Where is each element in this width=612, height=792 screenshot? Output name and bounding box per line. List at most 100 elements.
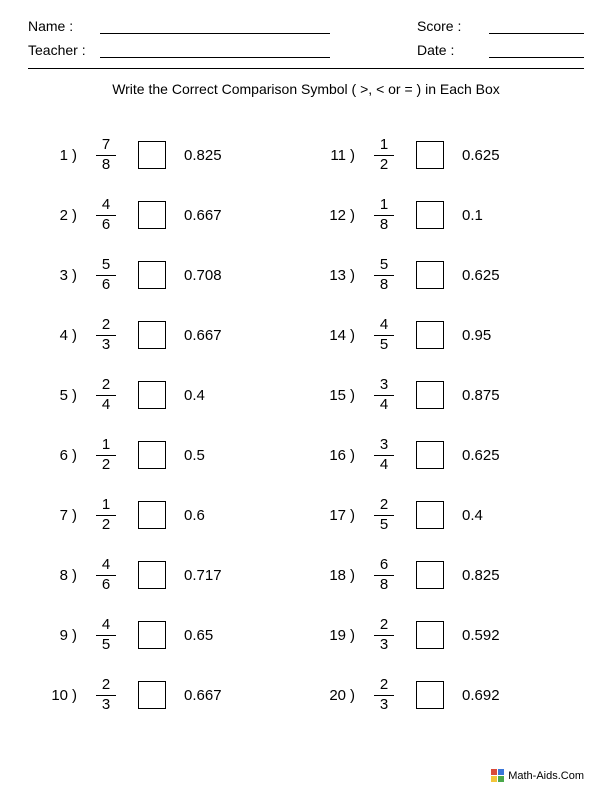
decimal-value: 0.65: [184, 627, 244, 644]
worksheet-page: Name : Score : Teacher : Date : Write th…: [0, 0, 612, 792]
fraction-numerator: 4: [102, 557, 110, 574]
decimal-value: 0.625: [462, 447, 522, 464]
fraction-denominator: 3: [380, 697, 388, 714]
fraction: 34: [370, 437, 398, 473]
teacher-field: Teacher :: [28, 42, 330, 58]
decimal-value: 0.95: [462, 327, 522, 344]
date-input-line[interactable]: [489, 57, 584, 58]
answer-box[interactable]: [138, 141, 166, 169]
problem-paren: ): [350, 567, 364, 584]
answer-box[interactable]: [416, 381, 444, 409]
answer-box[interactable]: [138, 561, 166, 589]
score-input-line[interactable]: [489, 33, 584, 34]
fraction-numerator: 2: [380, 497, 388, 514]
fraction: 46: [92, 557, 120, 593]
problem-number: 4: [28, 327, 72, 344]
problem-paren: ): [72, 687, 86, 704]
answer-box[interactable]: [416, 681, 444, 709]
score-field: Score :: [417, 18, 584, 34]
fraction-denominator: 6: [102, 577, 110, 594]
answer-box[interactable]: [416, 441, 444, 469]
problem-number: 2: [28, 207, 72, 224]
fraction-numerator: 2: [102, 677, 110, 694]
fraction-denominator: 4: [380, 397, 388, 414]
decimal-value: 0.667: [184, 327, 244, 344]
fraction-denominator: 5: [380, 337, 388, 354]
answer-box[interactable]: [416, 261, 444, 289]
problem-number: 16: [306, 447, 350, 464]
problem-row: 13)580.625: [306, 245, 584, 305]
decimal-value: 0.667: [184, 207, 244, 224]
fraction: 23: [92, 677, 120, 713]
fraction: 18: [370, 197, 398, 233]
problem-paren: ): [72, 207, 86, 224]
fraction-denominator: 6: [102, 277, 110, 294]
problem-row: 15)340.875: [306, 365, 584, 425]
answer-box[interactable]: [416, 501, 444, 529]
fraction-denominator: 5: [102, 637, 110, 654]
decimal-value: 0.4: [184, 387, 244, 404]
problem-row: 7)120.6: [28, 485, 306, 545]
fraction-numerator: 3: [380, 437, 388, 454]
header-row-1: Name : Score :: [28, 18, 584, 34]
fraction-denominator: 2: [102, 517, 110, 534]
answer-box[interactable]: [416, 621, 444, 649]
problem-row: 1)780.825: [28, 125, 306, 185]
problem-row: 3)560.708: [28, 245, 306, 305]
decimal-value: 0.5: [184, 447, 244, 464]
fraction-numerator: 2: [380, 677, 388, 694]
problem-row: 6)120.5: [28, 425, 306, 485]
fraction-denominator: 8: [380, 577, 388, 594]
name-field: Name :: [28, 18, 330, 34]
instructions-text: Write the Correct Comparison Symbol ( >,…: [28, 81, 584, 97]
answer-box[interactable]: [138, 261, 166, 289]
fraction: 34: [370, 377, 398, 413]
fraction-numerator: 4: [102, 617, 110, 634]
teacher-input-line[interactable]: [100, 57, 330, 58]
problem-paren: ): [72, 627, 86, 644]
answer-box[interactable]: [416, 321, 444, 349]
answer-box[interactable]: [138, 681, 166, 709]
fraction-denominator: 8: [380, 217, 388, 234]
problem-paren: ): [350, 687, 364, 704]
fraction: 25: [370, 497, 398, 533]
problem-paren: ): [350, 267, 364, 284]
name-label: Name :: [28, 18, 100, 34]
decimal-value: 0.4: [462, 507, 522, 524]
answer-box[interactable]: [416, 561, 444, 589]
problem-number: 15: [306, 387, 350, 404]
fraction-denominator: 3: [102, 337, 110, 354]
date-field: Date :: [417, 42, 584, 58]
fraction-denominator: 8: [380, 277, 388, 294]
answer-box[interactable]: [416, 201, 444, 229]
answer-box[interactable]: [416, 141, 444, 169]
problem-paren: ): [350, 327, 364, 344]
fraction-denominator: 4: [102, 397, 110, 414]
fraction-denominator: 3: [102, 697, 110, 714]
problem-number: 18: [306, 567, 350, 584]
fraction-denominator: 3: [380, 637, 388, 654]
decimal-value: 0.1: [462, 207, 522, 224]
answer-box[interactable]: [138, 501, 166, 529]
answer-box[interactable]: [138, 321, 166, 349]
answer-box[interactable]: [138, 441, 166, 469]
teacher-label: Teacher :: [28, 42, 100, 58]
problem-row: 18)680.825: [306, 545, 584, 605]
problem-number: 6: [28, 447, 72, 464]
answer-box[interactable]: [138, 381, 166, 409]
fraction-numerator: 7: [102, 137, 110, 154]
name-input-line[interactable]: [100, 33, 330, 34]
problem-row: 12)180.1: [306, 185, 584, 245]
fraction-numerator: 6: [380, 557, 388, 574]
fraction: 12: [370, 137, 398, 173]
problem-row: 20)230.692: [306, 665, 584, 725]
problem-paren: ): [72, 267, 86, 284]
problem-paren: ): [350, 507, 364, 524]
problem-row: 10)230.667: [28, 665, 306, 725]
problem-number: 5: [28, 387, 72, 404]
decimal-value: 0.667: [184, 687, 244, 704]
answer-box[interactable]: [138, 201, 166, 229]
fraction-denominator: 5: [380, 517, 388, 534]
fraction: 12: [92, 497, 120, 533]
answer-box[interactable]: [138, 621, 166, 649]
